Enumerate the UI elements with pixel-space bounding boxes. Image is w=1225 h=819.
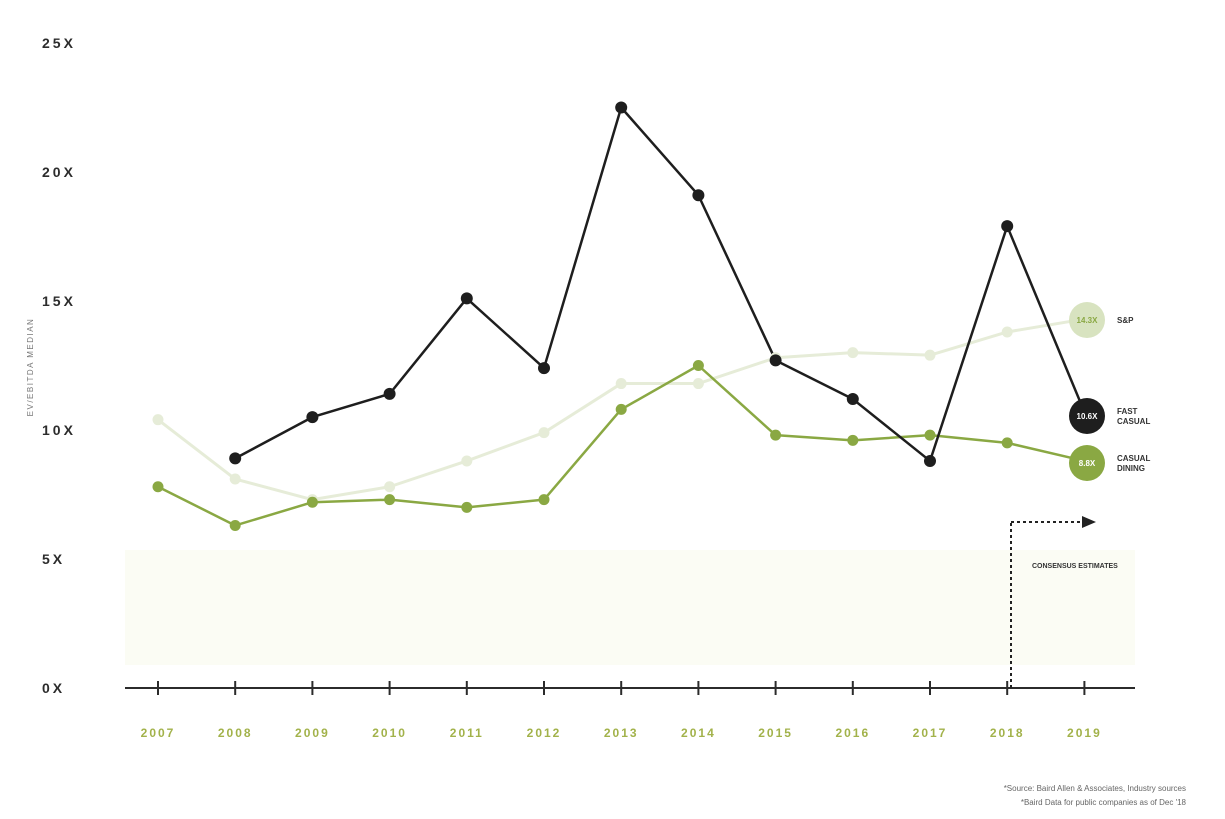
casual-dining-line — [157, 364, 1085, 527]
legend-badge-value: 8.8X — [1079, 459, 1096, 468]
casual-dining-point — [538, 494, 550, 506]
legend-label: S&P — [1117, 316, 1134, 325]
consensus-estimates-label: CONSENSUS ESTIMATES — [1032, 563, 1118, 570]
series-points — [152, 101, 1091, 531]
fast-casual-point — [615, 101, 628, 114]
casual-dining-point — [384, 494, 396, 506]
casual-dining-point — [1001, 437, 1013, 449]
legend-badge-value: 10.6X — [1077, 412, 1099, 421]
casual-dining-point — [615, 403, 627, 415]
legend-badge-value: 14.3X — [1077, 316, 1099, 325]
casual-dining-point — [461, 501, 473, 513]
fast-casual-point — [229, 452, 242, 465]
s-p-point — [461, 455, 473, 467]
legend-label: CASUAL — [1117, 417, 1150, 426]
y-tick-label: 10X — [42, 422, 76, 438]
casual-dining-point — [847, 434, 859, 446]
casual-dining-point — [692, 360, 704, 371]
source-note-2: *Baird Data for public companies as of D… — [1021, 798, 1187, 807]
casual-dining-point — [924, 429, 936, 441]
legend-label: CASUAL — [1117, 454, 1150, 463]
s-p-point — [538, 427, 550, 439]
s-p-point — [384, 481, 396, 493]
source-note-1: *Source: Baird Allen & Associates, Indus… — [1004, 784, 1186, 793]
casual-dining-point — [229, 519, 241, 531]
casual-dining-point — [770, 429, 782, 441]
casual-dining-point — [306, 496, 318, 508]
y-axis-label: EV/EBITDA MEDIAN — [26, 318, 35, 417]
s-p-point — [692, 378, 704, 390]
x-tick-label: 2017 — [913, 726, 948, 740]
x-tick-labels: 2007 2008 2009 2010 2011 2012 2013 2014 2015 2016… — [141, 726, 1102, 740]
x-tick-label: 2016 — [835, 726, 870, 740]
x-tick-label: 2014 — [681, 726, 716, 740]
x-tick-label: 2012 — [527, 726, 562, 740]
x-tick-label: 2018 — [990, 726, 1025, 740]
legend-badge-s-p — [1069, 302, 1105, 338]
s-p-point — [924, 349, 936, 361]
background-band — [125, 550, 1135, 665]
fast-casual-point — [383, 387, 396, 400]
x-tick-label: 2010 — [372, 726, 407, 740]
x-tick-label: 2015 — [758, 726, 793, 740]
fast-casual-point — [924, 454, 936, 467]
y-tick-label: 15X — [42, 293, 76, 309]
y-tick-label: 5X — [42, 551, 65, 567]
fast-casual-point — [306, 411, 319, 424]
x-axis-ticks — [157, 681, 1086, 695]
legend-badge-fast-casual — [1069, 398, 1105, 434]
x-tick-label: 2009 — [295, 726, 330, 740]
legend-label: FAST — [1117, 407, 1138, 416]
casual-dining-point — [152, 481, 164, 493]
legend-label: DINING — [1117, 464, 1145, 473]
s-p-point — [615, 378, 627, 390]
s-p-point — [1001, 326, 1013, 338]
s-p-point — [152, 414, 164, 426]
y-tick-labels: 25X 20X 15X 10X 5X 0X — [42, 35, 76, 696]
series-lines — [157, 106, 1086, 527]
s-p-point — [847, 347, 859, 359]
fast-casual-point — [769, 354, 782, 367]
fast-casual-line — [234, 106, 1086, 463]
consensus-estimates-marker: CONSENSUS ESTIMATES — [1010, 516, 1118, 688]
x-tick-label: 2013 — [604, 726, 639, 740]
fast-casual-point — [846, 393, 859, 406]
legend-badge-casual-dining — [1069, 445, 1105, 481]
x-tick-label: 2007 — [141, 726, 176, 740]
y-tick-label: 20X — [42, 164, 76, 180]
y-tick-label: 0X — [42, 680, 65, 696]
fast-casual-point — [538, 362, 550, 375]
fast-casual-point — [1001, 220, 1014, 233]
x-tick-label: 2008 — [218, 726, 253, 740]
s-p-point — [229, 473, 241, 485]
x-tick-label: 2019 — [1067, 726, 1102, 740]
fast-casual-point — [460, 292, 473, 305]
arrow-right-icon — [1082, 516, 1096, 528]
x-tick-label: 2011 — [450, 726, 484, 740]
fast-casual-point — [692, 189, 705, 202]
y-tick-label: 25X — [42, 35, 76, 51]
